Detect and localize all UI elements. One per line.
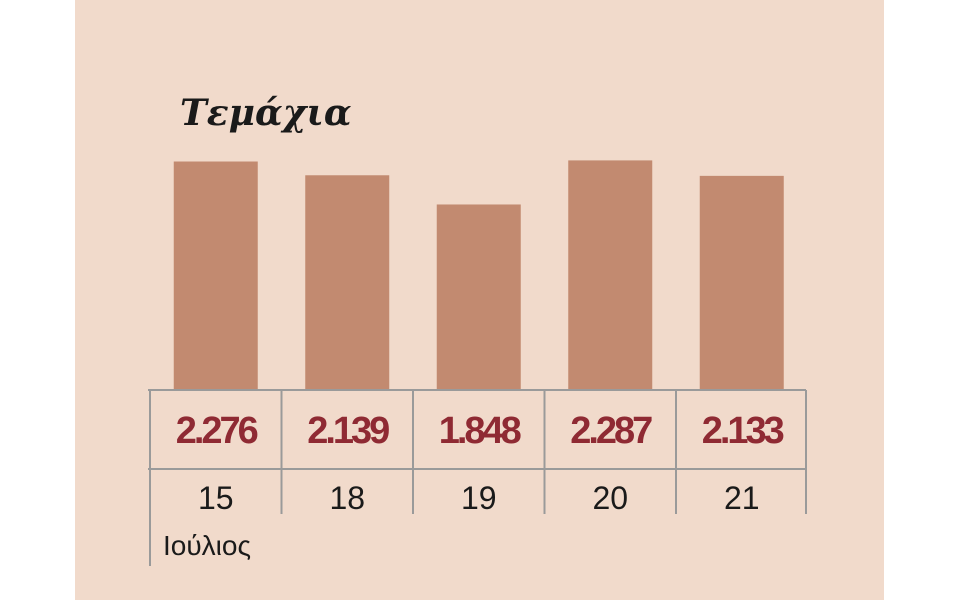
data-label: 2.276	[176, 410, 258, 452]
bar	[305, 175, 390, 390]
x-tick-label: 20	[592, 480, 628, 516]
x-tick-label: 21	[724, 480, 760, 516]
bar	[436, 204, 521, 390]
x-tick-label: 15	[198, 480, 234, 516]
x-group-label: Ιούλιος	[163, 530, 251, 561]
bar	[173, 161, 258, 390]
data-label: 2.133	[702, 410, 784, 452]
data-label: 1.848	[439, 410, 521, 452]
data-label: 2.287	[570, 410, 652, 452]
data-label: 2.139	[307, 410, 389, 452]
chart-title: Τεμάχια	[180, 92, 352, 134]
bar	[699, 175, 784, 390]
bar	[568, 160, 653, 390]
x-tick-label: 18	[329, 480, 365, 516]
x-tick-label: 19	[461, 480, 497, 516]
